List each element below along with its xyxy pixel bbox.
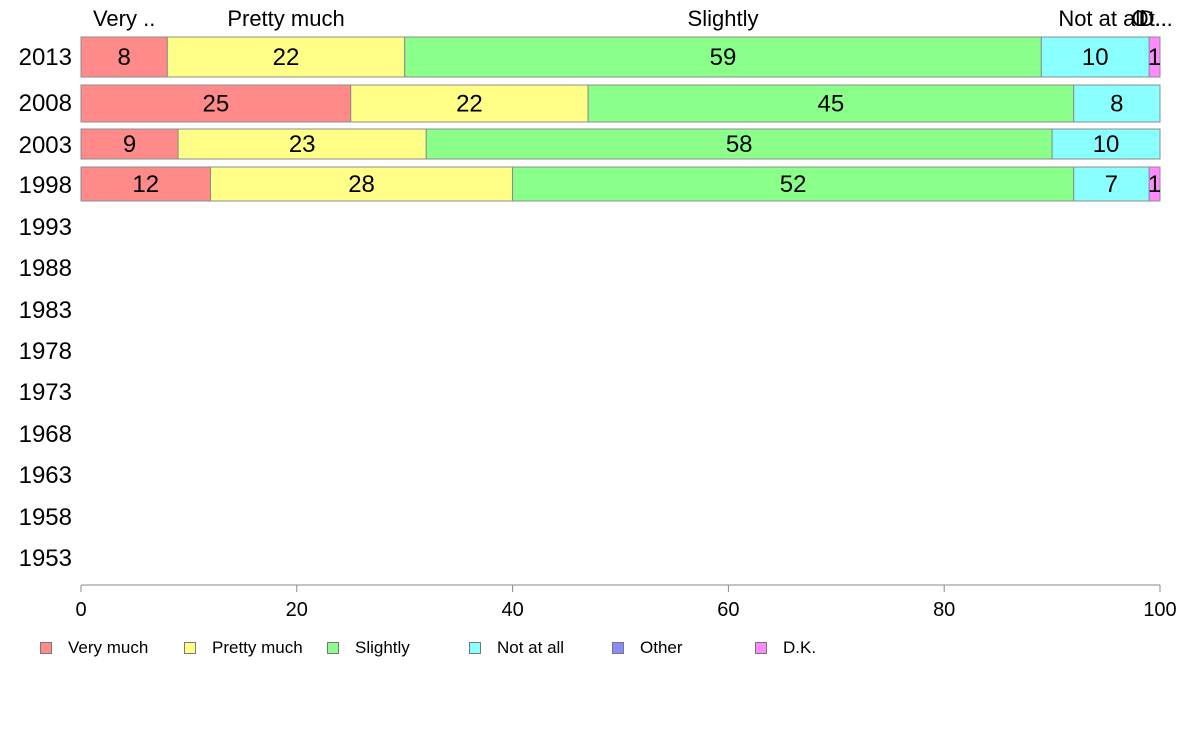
category-label-2008: 2008 bbox=[19, 90, 72, 117]
data-label-2013-2: 59 bbox=[710, 44, 737, 71]
bar-2003-slightly bbox=[425, 128, 1053, 160]
category-label-2013: 2013 bbox=[19, 44, 72, 71]
category-label-1998: 1998 bbox=[19, 172, 72, 199]
top-label-3: Not at all bbox=[1058, 6, 1145, 31]
data-label-2013-5: 1 bbox=[1148, 44, 1161, 71]
bar-2008-slightly bbox=[587, 84, 1075, 123]
x-tick-label-20: 20 bbox=[286, 599, 308, 621]
stacked-bar-chart: 2013200820031998199319881983197819731968… bbox=[19, 6, 1177, 621]
top-label-5: D... bbox=[1139, 6, 1173, 31]
legend-swatch bbox=[612, 642, 624, 654]
data-label-2008-3: 8 bbox=[1110, 91, 1123, 118]
bar-2013-d-k- bbox=[1148, 36, 1161, 78]
top-label-1: Pretty much bbox=[227, 6, 344, 31]
legend-swatch bbox=[40, 642, 52, 654]
legend-item-other: Other bbox=[612, 638, 683, 658]
legend-item-very-much: Very much bbox=[40, 638, 148, 658]
bar-2013-pretty-much bbox=[166, 36, 406, 78]
data-label-2008-2: 45 bbox=[818, 91, 845, 118]
bar-2008-very-much bbox=[80, 84, 352, 123]
data-label-2013-3: 10 bbox=[1082, 44, 1109, 71]
data-label-1998-5: 1 bbox=[1148, 171, 1161, 198]
x-tick-label-0: 0 bbox=[75, 599, 86, 621]
bar-1998-slightly bbox=[512, 166, 1075, 202]
bar-2008-pretty-much bbox=[350, 84, 589, 123]
legend-label: D.K. bbox=[783, 638, 817, 657]
category-label-1958: 1958 bbox=[19, 504, 72, 531]
data-label-1998-2: 52 bbox=[780, 171, 807, 198]
top-label-0: Very .. bbox=[93, 6, 155, 31]
category-label-1983: 1983 bbox=[19, 297, 72, 324]
legend-label: Slightly bbox=[355, 638, 410, 657]
category-label-1978: 1978 bbox=[19, 338, 72, 365]
bar-2003-very-much bbox=[80, 128, 179, 160]
x-tick-label-100: 100 bbox=[1143, 599, 1176, 621]
data-label-2003-0: 9 bbox=[123, 131, 136, 158]
data-label-2013-0: 8 bbox=[117, 44, 130, 71]
data-label-2008-1: 22 bbox=[456, 91, 483, 118]
data-label-1998-1: 28 bbox=[348, 171, 375, 198]
bar-2003-not-at-all bbox=[1051, 128, 1161, 160]
legend-swatch bbox=[184, 642, 196, 654]
legend-label: Not at all bbox=[497, 638, 565, 657]
bar-2003-pretty-much bbox=[177, 128, 427, 160]
legend-label: Other bbox=[640, 638, 683, 657]
bar-1998-very-much bbox=[80, 166, 211, 202]
legend-label: Very much bbox=[68, 638, 149, 657]
category-label-1973: 1973 bbox=[19, 379, 72, 406]
legend-swatch bbox=[469, 642, 481, 654]
category-label-1968: 1968 bbox=[19, 421, 72, 448]
x-tick-label-80: 80 bbox=[933, 599, 955, 621]
legend-item-slightly: Slightly bbox=[327, 638, 410, 658]
category-label-1963: 1963 bbox=[19, 462, 72, 489]
x-tick-label-60: 60 bbox=[717, 599, 739, 621]
data-label-2013-1: 22 bbox=[273, 44, 300, 71]
bar-1998-pretty-much bbox=[209, 166, 514, 202]
category-label-1953: 1953 bbox=[19, 545, 72, 572]
bar-1998-d-k- bbox=[1148, 166, 1161, 202]
legend-item-d-k-: D.K. bbox=[755, 638, 816, 658]
bar-2013-very-much bbox=[80, 36, 168, 78]
data-label-2003-2: 58 bbox=[726, 131, 753, 158]
category-label-1993: 1993 bbox=[19, 214, 72, 241]
legend-label: Pretty much bbox=[212, 638, 303, 657]
category-label-1988: 1988 bbox=[19, 255, 72, 282]
data-label-2003-1: 23 bbox=[289, 131, 316, 158]
legend-item-not-at-all: Not at all bbox=[469, 638, 564, 658]
data-label-1998-3: 7 bbox=[1105, 171, 1118, 198]
legend-swatch bbox=[327, 642, 339, 654]
top-label-2: Slightly bbox=[688, 6, 759, 31]
bar-2013-slightly bbox=[404, 36, 1042, 78]
legend-item-pretty-much: Pretty much bbox=[184, 638, 303, 658]
top-label-4: Ot.. bbox=[1131, 6, 1166, 31]
bar-2008-not-at-all bbox=[1073, 84, 1161, 123]
data-label-2003-3: 10 bbox=[1093, 131, 1120, 158]
legend-swatch bbox=[755, 642, 767, 654]
data-label-2008-0: 25 bbox=[203, 91, 230, 118]
x-tick-label-40: 40 bbox=[501, 599, 523, 621]
category-label-2003: 2003 bbox=[19, 132, 72, 159]
data-label-1998-0: 12 bbox=[132, 171, 159, 198]
